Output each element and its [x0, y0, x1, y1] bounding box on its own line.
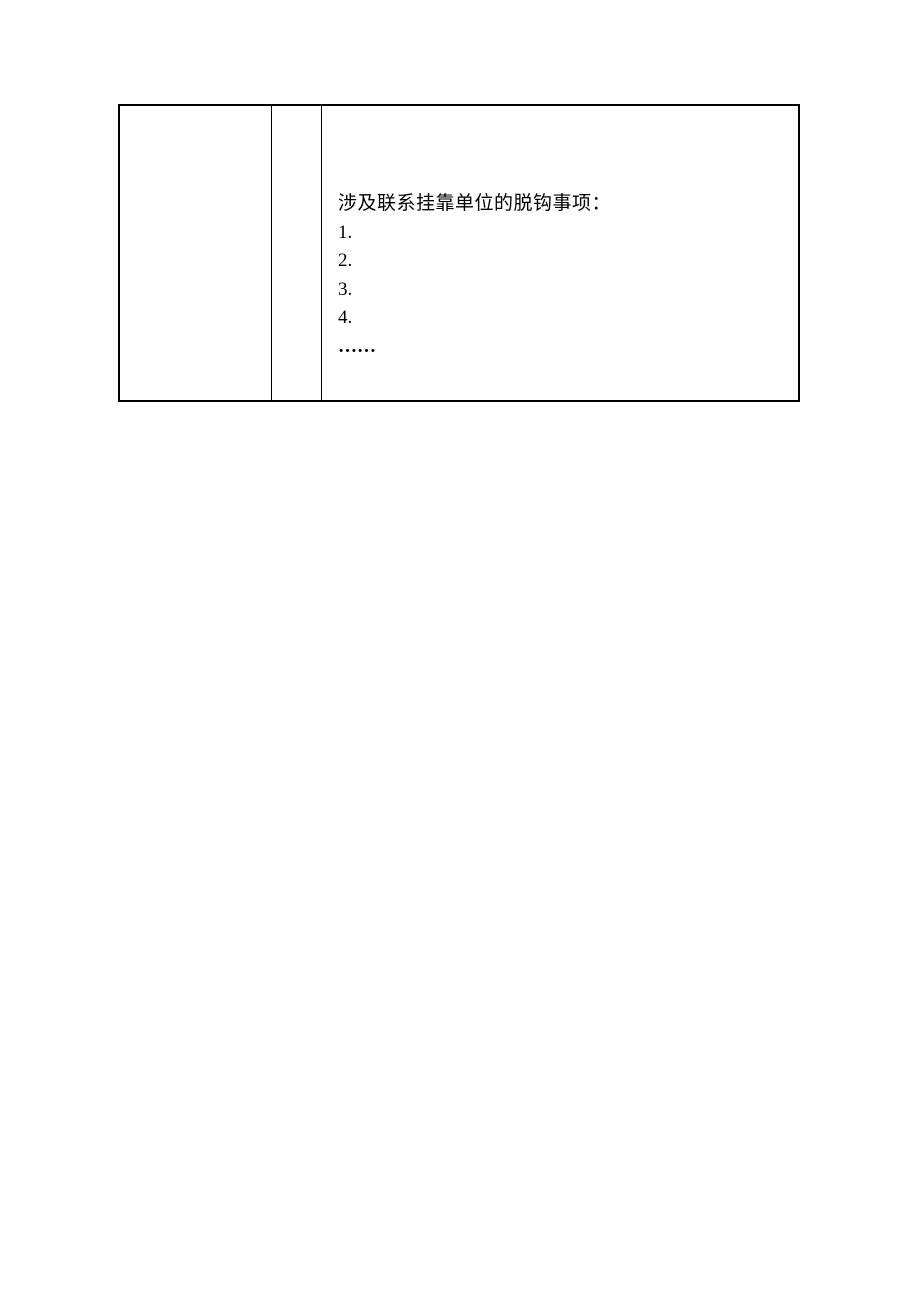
table-column-3: 涉及联系挂靠单位的脱钩事项： 1. 2. 3. 4. ……: [322, 106, 798, 400]
list-item: 4.: [338, 304, 782, 333]
table-column-2: [272, 106, 322, 400]
list-item: 1.: [338, 219, 782, 248]
section-heading: 涉及联系挂靠单位的脱钩事项：: [338, 190, 782, 219]
table-column-1: [120, 106, 272, 400]
list-item: 2.: [338, 247, 782, 276]
ellipsis-text: ……: [338, 333, 782, 362]
list-item: 3.: [338, 276, 782, 305]
form-table: 涉及联系挂靠单位的脱钩事项： 1. 2. 3. 4. ……: [118, 104, 800, 402]
